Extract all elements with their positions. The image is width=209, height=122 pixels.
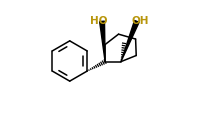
Text: OH: OH <box>131 16 149 26</box>
Polygon shape <box>100 21 105 62</box>
Polygon shape <box>121 20 139 62</box>
Text: HO: HO <box>90 16 108 26</box>
